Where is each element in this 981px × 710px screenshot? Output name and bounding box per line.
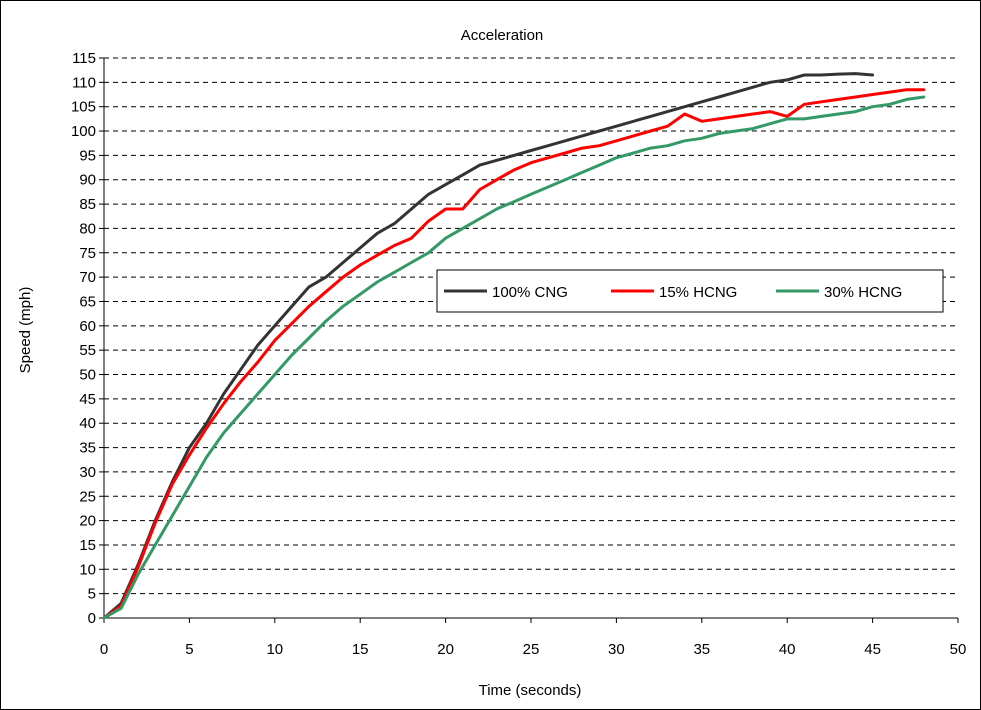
- y-tick-label: 25: [79, 488, 96, 505]
- y-tick-label: 0: [88, 610, 96, 627]
- grid-lines: [104, 57, 958, 595]
- x-tick-label: 10: [266, 641, 283, 658]
- y-tick-label: 50: [79, 367, 96, 384]
- y-tick-label: 80: [79, 220, 96, 237]
- axes: [103, 58, 958, 619]
- x-tick-label: 20: [437, 641, 454, 658]
- x-tick-label: 30: [608, 641, 625, 658]
- y-tick-label: 105: [71, 99, 96, 116]
- y-axis-ticks: 0 5 10 15 20 25 30 35 40 45 50 55 60 65 70 75 80 85 90 95 10…: [71, 50, 104, 627]
- series-lines: [102, 72, 926, 620]
- x-tick-label: 45: [864, 641, 881, 658]
- y-tick-label: 55: [79, 342, 96, 359]
- x-tick-label: 5: [185, 641, 193, 658]
- y-tick-label: 90: [79, 172, 96, 189]
- series-line-1: [102, 72, 875, 620]
- y-tick-label: 85: [79, 196, 96, 213]
- x-tick-label: 40: [779, 641, 796, 658]
- y-tick-label: 65: [79, 293, 96, 310]
- legend-box: [436, 269, 944, 313]
- x-tick-label: 15: [352, 641, 369, 658]
- y-tick-label: 15: [79, 537, 96, 554]
- y-tick-label: 20: [79, 513, 96, 530]
- x-tick-label: 35: [693, 641, 710, 658]
- series-line-3: [102, 95, 926, 620]
- y-axis-title: Speed (mph): [17, 287, 34, 374]
- y-tick-label: 70: [79, 269, 96, 286]
- y-tick-label: 30: [79, 464, 96, 481]
- y-tick-label: 110: [72, 74, 96, 91]
- y-tick-label: 75: [79, 245, 96, 262]
- series-line-2: [102, 88, 926, 620]
- y-tick-label: 60: [79, 318, 96, 335]
- y-tick-label: 40: [79, 415, 96, 432]
- y-tick-label: 35: [79, 440, 96, 457]
- y-tick-label: 100: [71, 123, 96, 140]
- legend: 100% CNG 15% HCNG 30% HCNG: [436, 269, 944, 313]
- x-axis-ticks: 0 5 10 15 20 25 30 35 40 45 50: [100, 618, 967, 658]
- y-tick-label: 115: [72, 50, 96, 67]
- legend-label-3: 30% HCNG: [824, 284, 902, 301]
- x-tick-label: 25: [523, 641, 540, 658]
- y-tick-label: 45: [79, 391, 96, 408]
- legend-label-1: 100% CNG: [492, 284, 568, 301]
- y-tick-label: 5: [88, 586, 96, 603]
- legend-label-2: 15% HCNG: [659, 284, 737, 301]
- x-tick-label: 50: [950, 641, 967, 658]
- y-tick-label: 10: [79, 561, 96, 578]
- y-tick-label: 95: [79, 147, 96, 164]
- x-axis-title: Time (seconds): [479, 682, 582, 699]
- x-tick-label: 0: [100, 641, 108, 658]
- chart-title: Acceleration: [461, 27, 544, 44]
